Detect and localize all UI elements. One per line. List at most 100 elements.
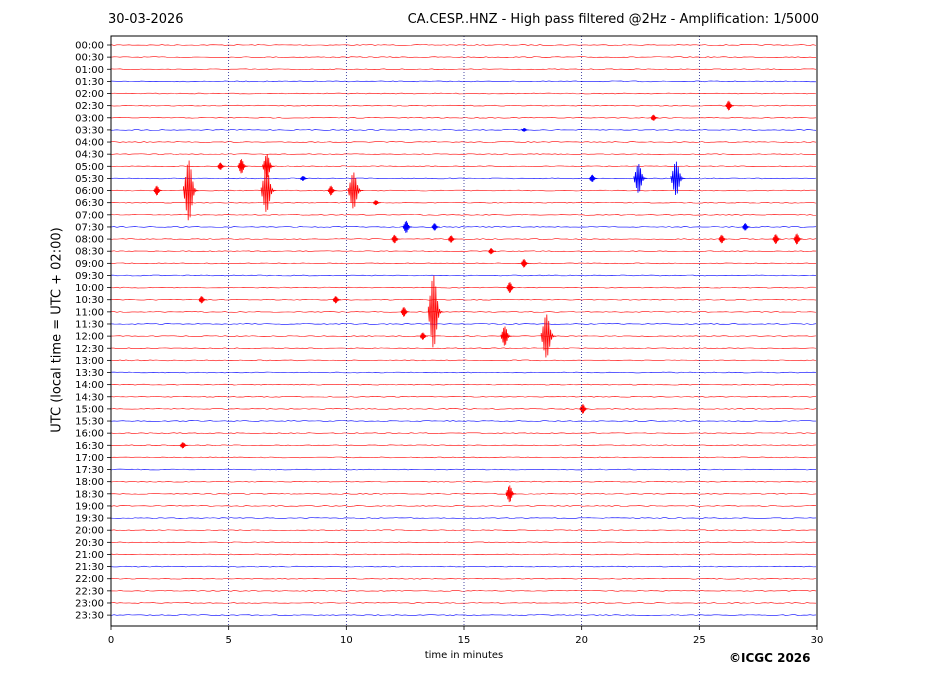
x-tick-label: 10 (340, 635, 353, 646)
trace-row (110, 129, 817, 131)
seismic-event (520, 259, 530, 268)
trace-row (110, 565, 817, 568)
y-tick-label: 03:30 (75, 125, 104, 136)
trace-row (110, 238, 817, 240)
seismic-event (237, 159, 248, 174)
date-label: 30-03-2026 (108, 12, 184, 27)
x-axis-label: time in minutes (424, 650, 504, 661)
seismic-event (650, 114, 659, 121)
trace-row (110, 68, 817, 71)
trace-row (110, 274, 817, 277)
seismic-event (670, 161, 686, 196)
trace-row (110, 505, 817, 507)
seismic-event (431, 223, 440, 231)
x-tick-label: 30 (811, 635, 824, 646)
y-tick-label: 18:00 (75, 477, 104, 488)
trace-row (110, 177, 817, 180)
seismic-event (427, 275, 444, 348)
seismic-event (332, 296, 341, 304)
trace-row (110, 153, 817, 155)
seismic-event (198, 296, 207, 304)
y-tick-labels: 00:0000:3001:0001:3002:0002:3003:0003:30… (75, 41, 111, 622)
y-tick-label: 11:30 (75, 319, 104, 330)
y-tick-label: 15:00 (75, 404, 104, 415)
y-tick-label: 15:30 (75, 417, 104, 428)
seismic-event (179, 442, 188, 449)
y-tick-label: 23:00 (75, 598, 104, 609)
y-tick-label: 01:00 (75, 65, 104, 76)
station-title: CA.CESP..HNZ - High pass filtered @2Hz -… (407, 12, 819, 27)
trace-row (110, 529, 817, 531)
seismic-event (725, 100, 735, 111)
trace-row (110, 323, 817, 325)
trace-row (110, 553, 817, 556)
trace-row (110, 335, 817, 337)
y-tick-label: 13:00 (75, 356, 104, 367)
y-tick-label: 11:00 (75, 307, 104, 318)
seismic-event (579, 404, 589, 414)
trace-row (110, 44, 817, 46)
y-tick-label: 04:00 (75, 138, 104, 149)
trace-row (110, 493, 817, 495)
trace-row (110, 371, 817, 374)
y-tick-label: 03:00 (75, 113, 104, 124)
y-tick-label: 17:30 (75, 465, 104, 476)
y-tick-label: 05:00 (75, 162, 104, 173)
seismic-event (372, 200, 381, 206)
y-tick-label: 06:00 (75, 186, 104, 197)
seismic-event (327, 185, 337, 196)
trace-row (110, 420, 817, 422)
x-tick-labels: 0 5 10 15 20 25 30 (108, 626, 824, 646)
copyright-label: ©ICGC 2026 (729, 651, 811, 665)
y-tick-label: 00:00 (75, 41, 104, 52)
plot-frame (110, 35, 818, 627)
seismic-event (505, 485, 517, 503)
seismic-events (153, 100, 803, 503)
y-tick-label: 17:00 (75, 453, 104, 464)
y-tick-label: 09:30 (75, 271, 104, 282)
minute-gridlines (228, 36, 700, 626)
y-tick-label: 16:30 (75, 441, 104, 452)
y-tick-label: 19:00 (75, 501, 104, 512)
trace-row (110, 92, 817, 95)
y-tick-label: 06:30 (75, 198, 104, 209)
seismic-event (347, 172, 364, 209)
y-tick-label: 22:00 (75, 574, 104, 585)
y-tick-label: 16:00 (75, 429, 104, 440)
x-tick-label: 20 (575, 635, 588, 646)
y-tick-label: 12:00 (75, 332, 104, 343)
seismic-event (260, 168, 277, 212)
trace-row (110, 456, 817, 459)
trace-row (110, 214, 817, 216)
y-tick-label: 20:30 (75, 538, 104, 549)
y-tick-label: 18:30 (75, 489, 104, 500)
seismic-event (540, 314, 557, 358)
seismic-event (217, 162, 226, 170)
trace-row (110, 250, 817, 252)
seismic-event (447, 235, 457, 243)
y-tick-label: 14:00 (75, 380, 104, 391)
seismic-event (262, 154, 275, 179)
y-tick-label: 08:30 (75, 247, 104, 258)
x-tick-label: 5 (225, 635, 231, 646)
trace-row (110, 408, 817, 410)
y-tick-label: 13:30 (75, 368, 104, 379)
y-tick-label: 23:30 (75, 611, 104, 622)
trace-row (110, 432, 817, 434)
trace-row (110, 104, 817, 107)
trace-row (110, 396, 817, 398)
seismic-event (500, 326, 512, 346)
trace-row (110, 201, 817, 204)
y-tick-label: 19:30 (75, 514, 104, 525)
y-tick-label: 02:00 (75, 89, 104, 100)
y-tick-label: 07:00 (75, 210, 104, 221)
y-tick-label: 09:00 (75, 259, 104, 270)
trace-row (110, 298, 817, 301)
trace-row (110, 444, 817, 447)
y-tick-label: 02:30 (75, 101, 104, 112)
y-axis-label: UTC (local time = UTC + 02:00) (49, 227, 65, 433)
trace-row (110, 383, 817, 386)
trace-row (110, 614, 817, 616)
y-tick-label: 04:30 (75, 150, 104, 161)
seismic-event (772, 234, 782, 244)
